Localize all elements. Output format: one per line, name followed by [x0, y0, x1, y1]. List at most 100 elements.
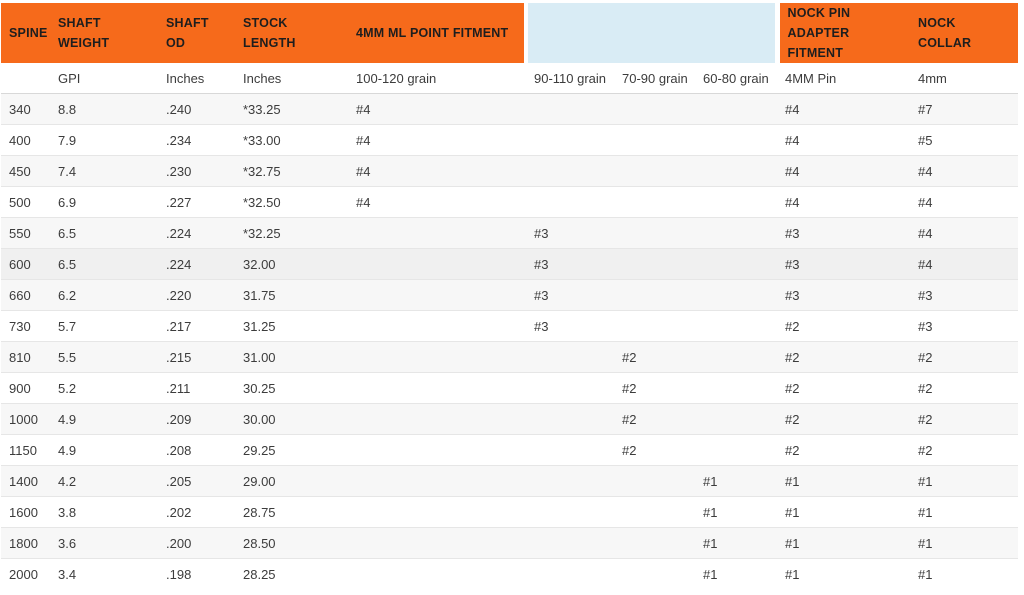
cell-shaft-od: .198	[166, 566, 192, 582]
cell-point-fitment-60-80: #1	[703, 504, 718, 520]
cell-point-fitment-90-110: #3	[534, 225, 549, 241]
cell-point-fitment-100-120: #4	[356, 163, 371, 179]
cell-point-fitment-90-110	[526, 559, 614, 590]
cell-shaft-weight: 3.8	[58, 504, 77, 520]
cell-spine: 1000	[9, 411, 38, 427]
cell-point-fitment-100-120	[348, 466, 526, 497]
table-row: 2000 3.4 .198 28.25 #1 #1 #1	[1, 558, 1018, 590]
cell-spine: 450	[9, 163, 31, 179]
cell-nock-pin-adapter: #2	[785, 411, 800, 427]
header-point-fitment-90-110	[524, 3, 614, 63]
cell-shaft-od: .211	[166, 380, 191, 396]
cell-spine: 1150	[9, 442, 37, 458]
cell-point-fitment-60-80	[695, 187, 777, 218]
cell-point-fitment-90-110	[526, 94, 614, 125]
cell-nock-pin-adapter: #4	[785, 194, 800, 210]
cell-shaft-weight: 6.2	[58, 287, 77, 303]
cell-point-fitment-60-80	[695, 218, 777, 249]
cell-shaft-weight: 4.2	[58, 473, 77, 489]
cell-point-fitment-60-80	[695, 311, 777, 342]
cell-nock-collar: #1	[918, 473, 933, 489]
table-row: 1400 4.2 .205 29.00 #1 #1 #1	[1, 465, 1018, 497]
cell-shaft-weight: 5.2	[58, 380, 77, 396]
table-row: 340 8.8 .240 *33.25 #4 #4 #7	[1, 93, 1018, 125]
cell-point-fitment-90-110: #3	[534, 256, 549, 272]
cell-point-fitment-60-80	[695, 280, 777, 311]
cell-nock-collar: #2	[918, 380, 933, 396]
cell-point-fitment-70-90	[614, 280, 695, 311]
cell-point-fitment-100-120	[348, 218, 526, 249]
subheader-point-fitment-60-80: 60-80 grain	[695, 63, 777, 94]
cell-point-fitment-100-120: #4	[356, 101, 371, 117]
table-row: 600 6.5 .224 32.00 #3 #3 #4	[1, 248, 1018, 280]
cell-nock-pin-adapter: #1	[785, 473, 800, 489]
cell-point-fitment-60-80: #1	[703, 535, 718, 551]
cell-spine: 2000	[9, 566, 38, 582]
subheader-point-fitment-90-110: 90-110 grain	[526, 63, 614, 94]
cell-nock-collar: #3	[918, 318, 933, 334]
cell-point-fitment-90-110	[526, 373, 614, 404]
cell-shaft-weight: 5.5	[58, 349, 77, 365]
cell-point-fitment-70-90	[614, 497, 695, 528]
cell-spine: 900	[9, 380, 31, 396]
cell-point-fitment-100-120	[348, 497, 526, 528]
cell-nock-collar: #2	[918, 442, 933, 458]
cell-nock-pin-adapter: #3	[785, 287, 800, 303]
cell-point-fitment-100-120	[348, 404, 526, 435]
cell-spine: 340	[9, 101, 31, 117]
cell-shaft-od: .202	[166, 504, 192, 520]
cell-shaft-od: .205	[166, 473, 192, 489]
table-row: 1800 3.6 .200 28.50 #1 #1 #1	[1, 527, 1018, 559]
cell-stock-length: 29.25	[243, 442, 276, 458]
cell-nock-collar: #5	[918, 132, 933, 148]
cell-shaft-od: .240	[166, 101, 192, 117]
cell-shaft-weight: 6.5	[58, 256, 77, 272]
subheader-shaft-weight: GPI	[50, 63, 158, 94]
cell-nock-pin-adapter: #3	[785, 256, 800, 272]
cell-point-fitment-70-90	[614, 156, 695, 187]
cell-stock-length: 31.00	[243, 349, 276, 365]
subheader-nock-pin-adapter: 4MM Pin	[777, 63, 910, 94]
cell-point-fitment-60-80	[695, 373, 777, 404]
subheader-point-fitment-100-120: 100-120 grain	[348, 63, 526, 94]
cell-point-fitment-70-90	[614, 559, 695, 590]
cell-stock-length: 32.00	[243, 256, 276, 272]
header-shaft-weight: SHAFT WEIGHT	[50, 3, 158, 63]
cell-stock-length: 31.75	[243, 287, 276, 303]
subheader-shaft-od: Inches	[158, 63, 235, 94]
cell-nock-pin-adapter: #3	[785, 225, 800, 241]
table-row: 730 5.7 .217 31.25 #3 #2 #3	[1, 310, 1018, 342]
cell-point-fitment-70-90	[614, 466, 695, 497]
cell-spine: 730	[9, 318, 31, 334]
cell-nock-pin-adapter: #1	[785, 504, 800, 520]
cell-stock-length: *32.75	[243, 163, 281, 179]
cell-point-fitment-60-80: #1	[703, 566, 718, 582]
subheader-spine	[1, 63, 50, 94]
cell-point-fitment-70-90: #2	[622, 380, 637, 396]
cell-point-fitment-60-80	[695, 94, 777, 125]
cell-nock-collar: #1	[918, 535, 933, 551]
cell-point-fitment-90-110: #3	[534, 318, 549, 334]
cell-point-fitment-70-90	[614, 249, 695, 280]
cell-shaft-weight: 5.7	[58, 318, 77, 334]
cell-point-fitment-100-120	[348, 528, 526, 559]
cell-spine: 1800	[9, 535, 38, 551]
cell-point-fitment-70-90	[614, 311, 695, 342]
cell-shaft-od: .224	[166, 256, 192, 272]
cell-shaft-od: .208	[166, 442, 192, 458]
cell-point-fitment-70-90	[614, 94, 695, 125]
cell-nock-collar: #1	[918, 566, 933, 582]
cell-point-fitment-90-110	[526, 435, 614, 466]
cell-point-fitment-60-80	[695, 125, 777, 156]
cell-stock-length: 29.00	[243, 473, 276, 489]
header-nock-pin-adapter: NOCK PIN ADAPTER FITMENT	[774, 3, 910, 63]
cell-point-fitment-70-90	[614, 187, 695, 218]
cell-point-fitment-90-110	[526, 342, 614, 373]
cell-stock-length: 28.75	[243, 504, 276, 520]
cell-point-fitment-60-80	[695, 249, 777, 280]
cell-nock-pin-adapter: #4	[785, 132, 800, 148]
cell-nock-pin-adapter: #2	[785, 380, 800, 396]
cell-shaft-weight: 4.9	[58, 442, 77, 458]
cell-point-fitment-60-80	[695, 435, 777, 466]
cell-nock-collar: #7	[918, 101, 933, 117]
